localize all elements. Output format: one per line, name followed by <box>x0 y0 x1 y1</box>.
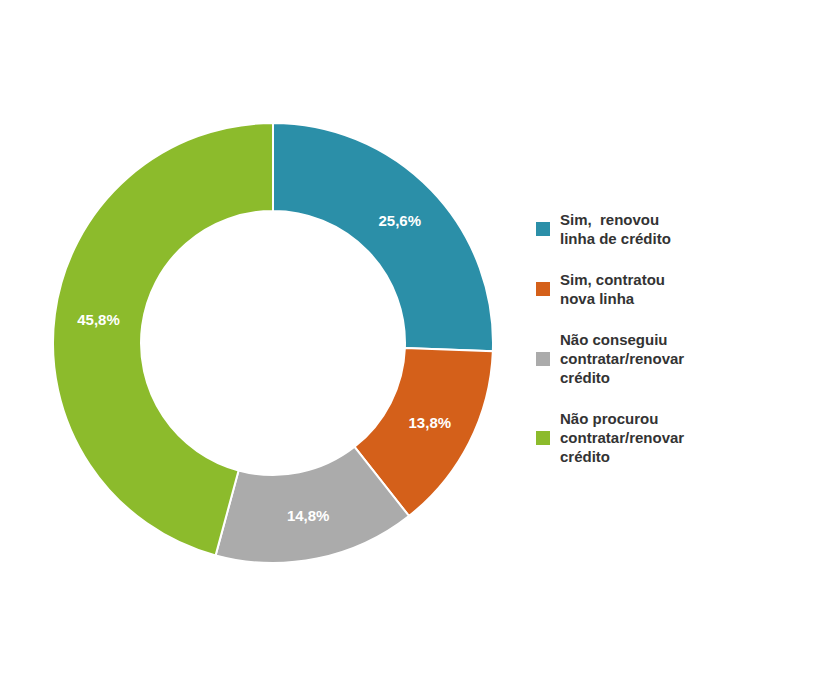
svg-text:45,8%: 45,8% <box>77 311 120 328</box>
svg-text:25,6%: 25,6% <box>379 212 422 229</box>
svg-text:13,8%: 13,8% <box>409 414 452 431</box>
html-text:Sim, renovou linha de crédito: Sim, renovou linha de crédito <box>560 211 671 247</box>
svg-text:14,8%: 14,8% <box>287 507 330 524</box>
html-text:Não conseguiu contratar/renova: Não conseguiu contratar/renovar crédito <box>560 331 685 386</box>
html-text:Sim, contratou nova linha: Sim, contratou nova linha <box>560 271 665 307</box>
html-text:Não procurou contratar/renovar: Não procurou contratar/renovar crédito <box>560 410 685 465</box>
